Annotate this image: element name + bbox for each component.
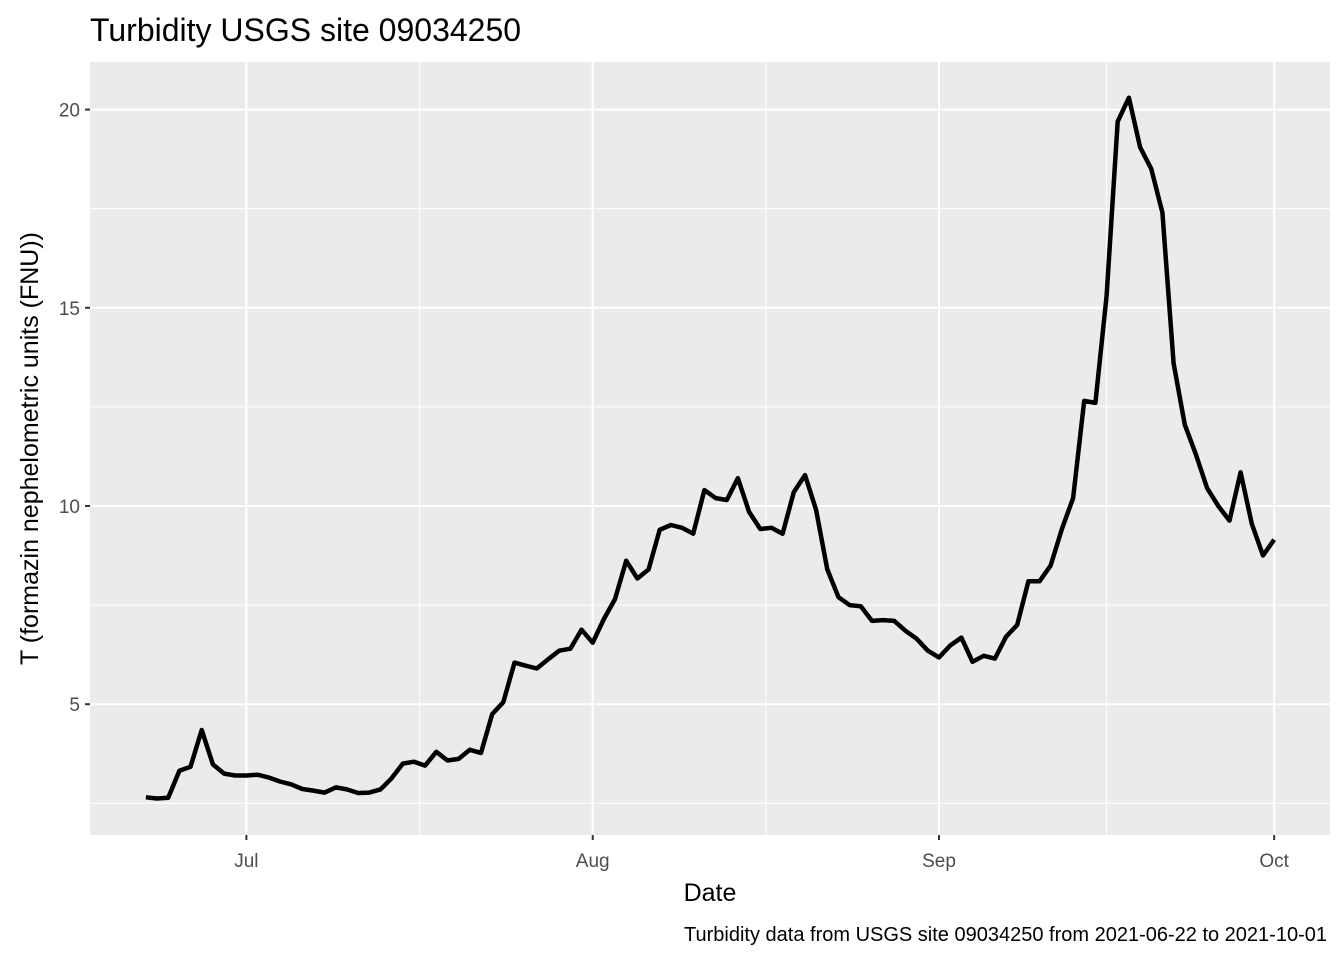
- y-axis-title: T (formazin nephelometric units (FNU)): [16, 232, 44, 665]
- x-tick-label: Sep: [922, 851, 956, 872]
- plot-panel: [90, 62, 1330, 835]
- x-tick-label: Aug: [576, 851, 610, 872]
- y-tick-label: 20: [59, 101, 80, 122]
- y-tick-label: 15: [59, 299, 80, 320]
- major-gridlines: [90, 62, 1330, 835]
- x-tick-label: Jul: [234, 851, 258, 872]
- x-axis-title: Date: [684, 879, 737, 907]
- y-axis: 5 10 15 20: [59, 101, 90, 716]
- x-tick-label: Oct: [1259, 851, 1289, 872]
- chart-caption: Turbidity data from USGS site 09034250 f…: [684, 924, 1327, 946]
- y-tick-label: 10: [59, 497, 80, 518]
- y-tick-label: 5: [69, 695, 80, 716]
- turbidity-series-line: [145, 95, 1276, 801]
- x-axis: Jul Aug Sep Oct: [234, 835, 1290, 872]
- chart-title: Turbidity USGS site 09034250: [90, 12, 521, 48]
- minor-gridlines: [90, 62, 1330, 835]
